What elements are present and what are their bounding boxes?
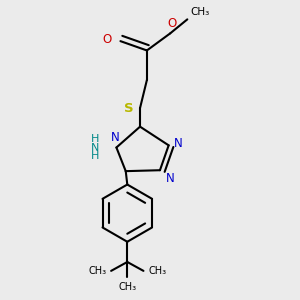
Text: CH₃: CH₃ (88, 266, 106, 276)
Text: N: N (166, 172, 174, 185)
Text: N: N (174, 137, 183, 150)
Text: O: O (103, 33, 112, 46)
Text: CH₃: CH₃ (190, 7, 210, 17)
Text: CH₃: CH₃ (118, 282, 136, 292)
Text: H: H (90, 134, 99, 144)
Text: S: S (124, 102, 133, 115)
Text: O: O (167, 16, 176, 30)
Text: N: N (110, 131, 119, 144)
Text: CH₃: CH₃ (148, 266, 166, 276)
Text: H: H (90, 151, 99, 161)
Text: N: N (90, 142, 99, 152)
